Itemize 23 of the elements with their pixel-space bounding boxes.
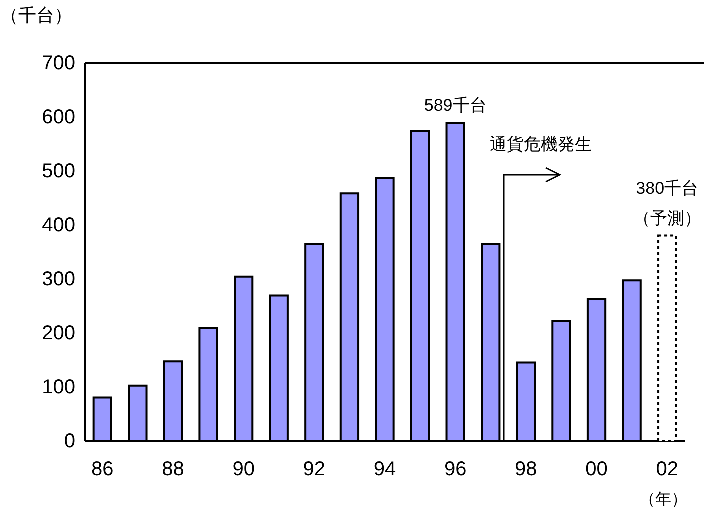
x-tick-label: 90: [232, 458, 255, 480]
annotation: 589千台: [424, 96, 487, 115]
y-axis-title: （千台）: [0, 6, 72, 26]
y-tick-label: 500: [42, 160, 76, 182]
x-tick-label: 02: [656, 458, 678, 480]
x-tick-label: 96: [444, 458, 467, 480]
y-tick-label: 700: [42, 52, 76, 74]
y-tick-label: 200: [42, 322, 76, 344]
x-tick-label: 94: [374, 458, 396, 480]
x-axis-title: （年）: [640, 492, 688, 508]
y-tick-label: 600: [42, 106, 76, 128]
y-tick-label: 100: [42, 376, 76, 398]
x-tick-label: 86: [92, 458, 114, 480]
annotation: 通貨危機発生: [490, 135, 592, 154]
x-tick-label: 88: [162, 458, 184, 480]
annotation: 380千台: [636, 178, 699, 198]
x-tick-label: 98: [515, 458, 538, 480]
y-tick-label: 0: [64, 430, 76, 452]
x-tick-label: 92: [303, 458, 326, 480]
annotation: （予測）: [633, 208, 702, 228]
y-tick-label: 400: [42, 214, 76, 236]
y-tick-label: 300: [42, 268, 76, 290]
x-tick-label: 00: [586, 458, 608, 480]
